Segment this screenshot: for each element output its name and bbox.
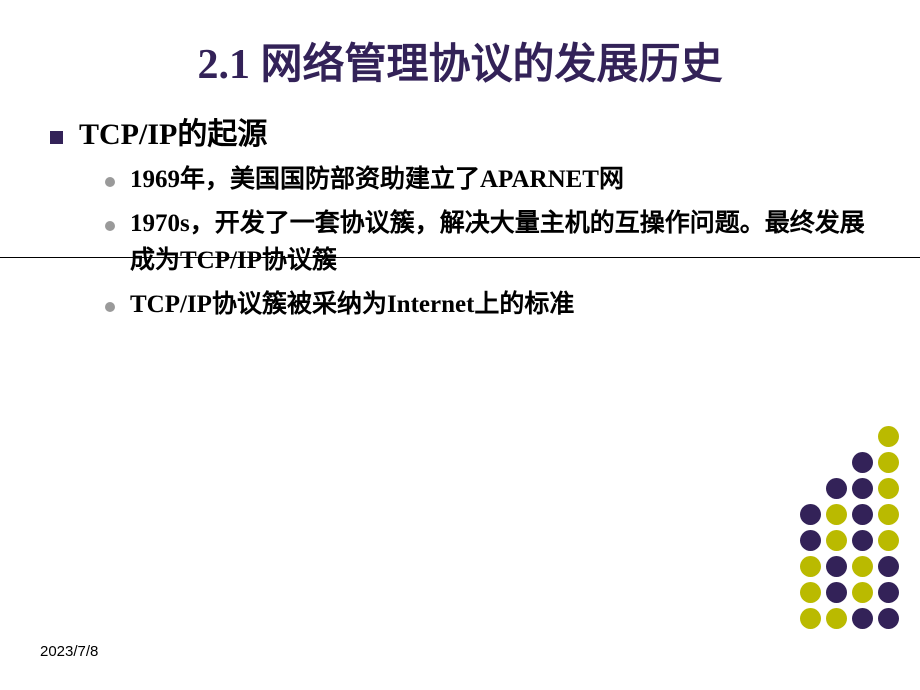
dot-icon — [800, 556, 821, 577]
dot-icon — [800, 582, 821, 603]
dot-icon — [852, 530, 873, 551]
dot-icon — [878, 582, 899, 603]
dot-icon — [852, 504, 873, 525]
dot-icon — [826, 582, 847, 603]
dot-icon — [800, 504, 821, 525]
dot-icon — [826, 426, 848, 448]
section-heading-row: TCP/IP的起源 — [50, 109, 870, 153]
dot-icon — [800, 426, 822, 448]
dot-icon — [826, 608, 847, 629]
list-item-text: TCP/IP协议簇被采纳为Internet上的标准 — [130, 286, 574, 324]
dot-icon — [852, 556, 873, 577]
dot-icon — [852, 452, 873, 473]
list-item: 1970s，开发了一套协议簇，解决大量主机的互操作问题。最终发展成为TCP/IP… — [105, 205, 870, 280]
dot-icon — [878, 452, 899, 473]
dot-icon — [878, 426, 899, 447]
dot-icon — [878, 556, 899, 577]
dot-icon — [800, 478, 822, 500]
circle-bullet-icon — [105, 221, 115, 231]
dot-icon — [826, 556, 847, 577]
dot-icon — [826, 452, 848, 474]
list-item-text: 1969年，美国国防部资助建立了APARNET网 — [130, 161, 624, 199]
dot-icon — [826, 504, 847, 525]
circle-bullet-icon — [105, 302, 115, 312]
dot-icon — [878, 608, 899, 629]
dot-icon — [852, 478, 873, 499]
dot-icon — [800, 608, 821, 629]
square-bullet-icon — [50, 131, 63, 144]
content-area: TCP/IP的起源 1969年，美国国防部资助建立了APARNET网 1970s… — [50, 109, 870, 323]
horizontal-rule — [0, 257, 920, 258]
dot-icon — [800, 452, 822, 474]
slide: 2.1 网络管理协议的发展历史 TCP/IP的起源 1969年，美国国防部资助建… — [0, 0, 920, 690]
section-heading: TCP/IP的起源 — [79, 109, 267, 153]
dot-icon — [878, 478, 899, 499]
dot-icon — [852, 582, 873, 603]
dot-icon — [852, 608, 873, 629]
slide-title: 2.1 网络管理协议的发展历史 — [50, 30, 870, 91]
footer-date: 2023/7/8 — [40, 643, 98, 660]
dot-icon — [826, 478, 847, 499]
list-item: TCP/IP协议簇被采纳为Internet上的标准 — [105, 286, 870, 324]
dot-icon — [826, 530, 847, 551]
list-item: 1969年，美国国防部资助建立了APARNET网 — [105, 161, 870, 199]
dot-icon — [878, 530, 899, 551]
dot-icon — [852, 426, 874, 448]
decorative-dots — [800, 426, 900, 630]
dot-icon — [878, 504, 899, 525]
list-item-text: 1970s，开发了一套协议簇，解决大量主机的互操作问题。最终发展成为TCP/IP… — [130, 205, 870, 280]
dot-icon — [800, 530, 821, 551]
circle-bullet-icon — [105, 177, 115, 187]
